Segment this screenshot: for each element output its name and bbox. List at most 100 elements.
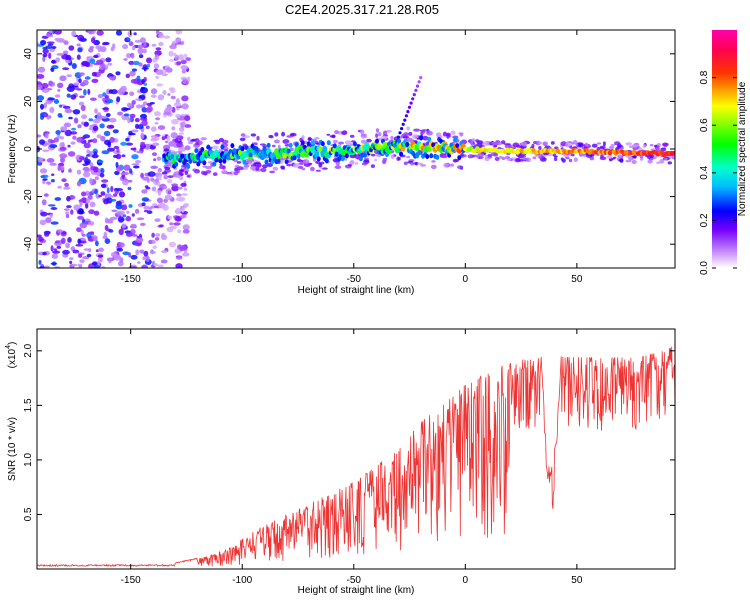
noise-cell [138, 54, 144, 59]
noise-cell [135, 237, 144, 243]
noise-cell [100, 183, 107, 188]
noise-cell [91, 261, 98, 266]
noise-cell [96, 30, 104, 36]
noise-cell [76, 43, 81, 47]
noise-cell [155, 117, 161, 121]
noise-cell [154, 122, 159, 125]
halo-cell [521, 141, 528, 147]
halo-cell [219, 163, 223, 166]
halo-cell [520, 154, 526, 158]
ridge-edge-cell [320, 141, 325, 147]
noise-cell [37, 234, 42, 238]
noise-cell [66, 74, 73, 78]
noise-cell [91, 71, 97, 77]
halo-cell [195, 142, 200, 146]
halo-cell [286, 163, 292, 167]
halo-cell [375, 133, 379, 138]
halo-cell [212, 172, 218, 177]
halo-cell [532, 156, 537, 159]
noise-cell [63, 40, 69, 45]
ridge-edge-cell [180, 153, 185, 159]
halo-cell [271, 144, 276, 148]
noise-cell [140, 87, 148, 94]
halo-cell [260, 167, 267, 173]
drift-cell [398, 131, 402, 135]
noise-cell [130, 223, 137, 227]
noise-cell [113, 145, 120, 150]
noise-cell [81, 136, 87, 139]
noise-cell [64, 208, 70, 212]
noise-cell [94, 176, 99, 181]
halo-cell [360, 129, 365, 135]
noise-cell [105, 57, 112, 63]
noise-cell [163, 111, 171, 116]
noise-cell [111, 209, 118, 212]
noise-cell [183, 188, 188, 191]
noise-cell [39, 219, 47, 226]
noise-cell [176, 193, 182, 197]
noise-cell [133, 165, 140, 169]
halo-cell [200, 137, 207, 141]
noise-cell [92, 138, 98, 144]
ridge-edge-cell [455, 143, 460, 149]
noise-cell [87, 30, 96, 35]
noise-cell [140, 113, 147, 119]
ridge-edge-cell [344, 153, 349, 159]
halo-cell [186, 136, 191, 142]
noise-cell [91, 154, 99, 159]
halo-cell [286, 135, 294, 138]
halo-cell [560, 157, 564, 161]
noise-cell [103, 231, 108, 238]
noise-cell [115, 188, 124, 192]
halo-cell [660, 147, 667, 152]
noise-cell [65, 213, 70, 219]
noise-cell [37, 146, 40, 149]
halo-cell [452, 158, 458, 163]
noise-cell [100, 115, 109, 119]
noise-cell [68, 116, 73, 120]
noise-cell [102, 42, 107, 46]
noise-cell [60, 237, 66, 244]
noise-cell [131, 129, 139, 133]
noise-cell [48, 52, 52, 59]
halo-cell [599, 145, 606, 149]
halo-cell [504, 155, 511, 160]
noise-cell [148, 207, 153, 210]
noise-cell [143, 82, 148, 86]
noise-cell [42, 56, 46, 62]
spectrogram-xlabel: Height of straight line (km) [298, 285, 415, 296]
noise-cell [39, 139, 45, 145]
noise-cell [49, 213, 53, 218]
noise-cell [108, 257, 112, 264]
noise-cell [37, 66, 46, 73]
noise-cell [50, 262, 58, 265]
noise-cell [139, 249, 143, 254]
noise-cell [153, 158, 157, 162]
noise-cell [139, 37, 146, 44]
noise-cell [136, 235, 140, 239]
noise-cell [64, 108, 72, 114]
halo-cell [202, 165, 207, 168]
ridge-edge-cell [286, 148, 291, 154]
spectrogram-xtick-label: -150 [121, 274, 141, 285]
noise-cell [80, 229, 84, 236]
halo-cell [322, 167, 328, 170]
halo-cell [275, 140, 281, 143]
ridge-cell [671, 150, 675, 156]
noise-cell [55, 240, 60, 244]
noise-cell [78, 264, 83, 268]
noise-cell [97, 256, 103, 263]
noise-cell [128, 204, 133, 208]
halo-cell [315, 169, 321, 172]
noise-cell [51, 46, 57, 49]
noise-cell [185, 57, 191, 61]
halo-cell [403, 132, 409, 137]
noise-cell [106, 124, 115, 129]
halo-cell [181, 165, 187, 168]
noise-cell [155, 30, 160, 35]
ridge-edge-cell [324, 158, 329, 164]
halo-cell [390, 154, 395, 160]
noise-cell [125, 232, 133, 238]
noise-cell [155, 75, 160, 80]
noise-cell [72, 109, 81, 115]
